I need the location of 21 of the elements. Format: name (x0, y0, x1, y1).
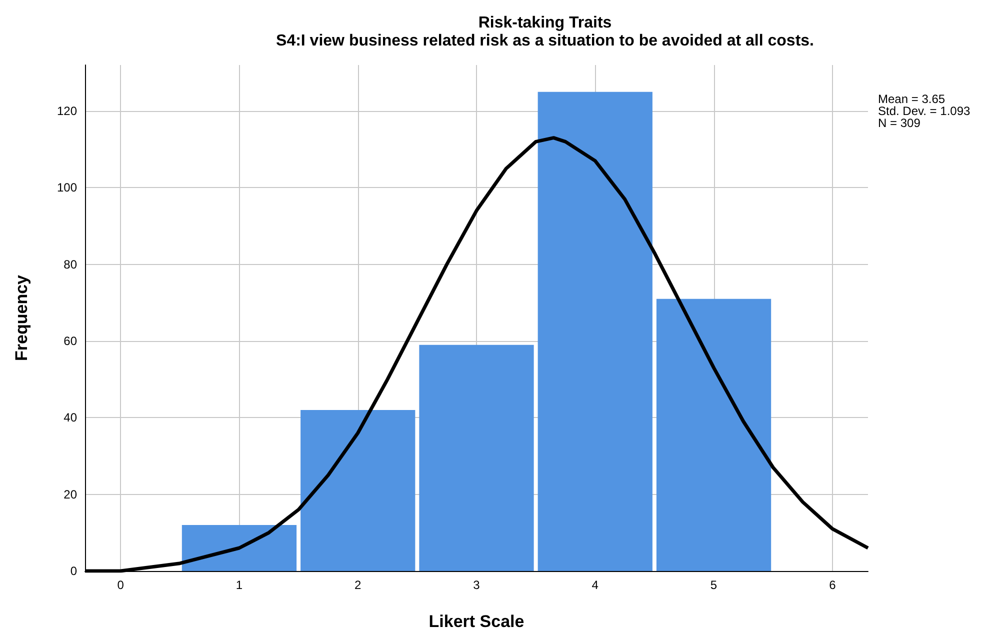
y-tick-label: 60 (64, 334, 78, 348)
x-axis-title: Likert Scale (428, 612, 524, 631)
chart-title: Risk-taking Traits (478, 14, 612, 32)
y-tick-label: 100 (56, 180, 78, 195)
x-tick-label: 1 (236, 578, 243, 592)
y-tick-label: 80 (64, 257, 78, 272)
chart-subtitle: S4:I view business related risk as a situation to be avoided at all costs. (276, 32, 814, 50)
y-axis-title: Frequency (12, 274, 31, 361)
x-tick-label: 4 (592, 578, 599, 592)
y-tick-label: 40 (64, 410, 78, 425)
x-tick-label: 3 (473, 578, 480, 592)
text: N = 309 (878, 116, 921, 130)
y-tick-label: 120 (56, 104, 78, 118)
y-tick-label: 0 (70, 564, 78, 578)
x-tick-label: 2 (354, 578, 362, 592)
x-tick-label: 6 (829, 578, 836, 592)
x-tick-label: 5 (710, 578, 718, 592)
text: Mean = 3.65 (878, 92, 946, 106)
y-tick-label: 20 (64, 487, 78, 502)
text: Std. Dev. = 1.093 (878, 104, 970, 118)
x-tick-label: 0 (117, 578, 124, 592)
